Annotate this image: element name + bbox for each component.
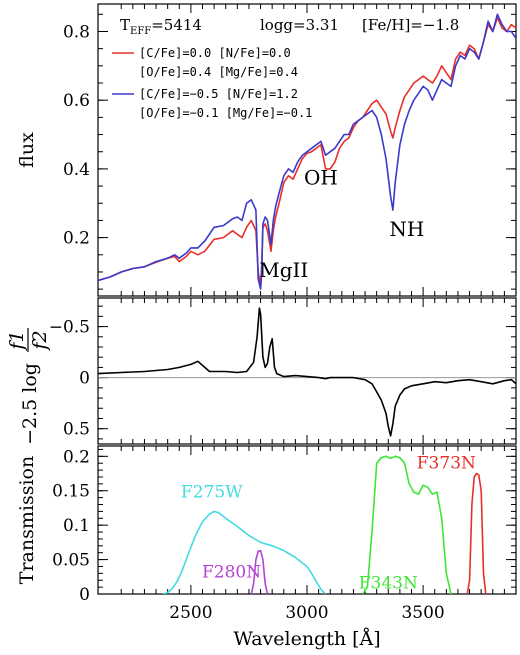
filter-labels: F275W F280N F343N F373N bbox=[181, 454, 476, 594]
filter-curve-f343n bbox=[362, 455, 452, 594]
filter-label-f373n: F373N bbox=[417, 454, 476, 474]
spectrum-panel: 0.2 0.4 0.6 0.8 flux TEFF=5414 logg=3.31 [F… bbox=[16, 3, 517, 297]
y-tick-label: 0.5 bbox=[63, 420, 90, 440]
x-tick-label: 3000 bbox=[285, 603, 328, 623]
svg-text:f1: f1 bbox=[6, 330, 28, 351]
y-tick-label: 0.6 bbox=[63, 91, 90, 111]
filter-curve-f373n bbox=[466, 472, 487, 594]
filter-label-f275w: F275W bbox=[181, 483, 243, 503]
spectrum-ticks: 0.2 0.4 0.6 0.8 bbox=[63, 4, 516, 296]
transmission-panel: 0 0.05 0.1 0.15 0.2 2500 3000 3500 F275W F280N F3… bbox=[16, 445, 517, 650]
x-tick-label: 3500 bbox=[401, 603, 444, 623]
header-teff: TEFF=5414 bbox=[120, 16, 202, 37]
x-tick-label: 2500 bbox=[169, 603, 212, 623]
legend-line1: [C/Fe]=−0.5 [N/Fe]=1.2 bbox=[139, 87, 298, 101]
transmission-lines bbox=[162, 455, 487, 594]
y-tick-label: 0.2 bbox=[63, 447, 90, 467]
ratio-ylabel: −2.5 log f1 f2 bbox=[6, 328, 51, 445]
y-tick-label: 0 bbox=[79, 369, 90, 389]
transmission-ticks: 0 0.05 0.1 0.15 0.2 2500 3000 3500 bbox=[52, 446, 516, 623]
transmission-ylabel: Transmission bbox=[16, 456, 38, 584]
y-tick-label: 0.2 bbox=[63, 229, 90, 249]
ratio-panel: −0.5 0 0.5 −2.5 log f1 f2 bbox=[6, 297, 517, 445]
annotation-oh: OH bbox=[304, 165, 338, 189]
y-tick-label: 0 bbox=[79, 585, 90, 605]
y-tick-label: 0.05 bbox=[52, 551, 90, 571]
ratio-ticks: −0.5 0 0.5 bbox=[49, 298, 516, 444]
feature-annotations: OH NH MgII bbox=[259, 165, 424, 282]
legend-line2: [O/Fe]=0.4 [Mg/Fe]=0.4 bbox=[139, 65, 298, 79]
legend-line1: [C/Fe]=0.0 [N/Fe]=0.0 bbox=[139, 46, 291, 60]
filter-label-f280n: F280N bbox=[202, 562, 261, 582]
legend-line2: [O/Fe]=−0.1 [Mg/Fe]=−0.1 bbox=[139, 106, 312, 120]
filter-label-f343n: F343N bbox=[359, 573, 418, 593]
ratio-series bbox=[98, 307, 516, 437]
spectrum-ylabel: flux bbox=[16, 132, 38, 168]
ratio-lines bbox=[98, 307, 516, 437]
svg-text:−2.5 log: −2.5 log bbox=[19, 363, 41, 445]
y-tick-label: 0.15 bbox=[52, 482, 90, 502]
spectrum-lines bbox=[98, 13, 516, 290]
y-tick-label: 0.8 bbox=[63, 22, 90, 42]
header-logg: logg=3.31 bbox=[260, 16, 339, 34]
spectrum-series-1 bbox=[98, 16, 516, 287]
y-tick-label: −0.5 bbox=[49, 318, 90, 338]
y-tick-label: 0.1 bbox=[63, 516, 90, 536]
filter-curve-f280n bbox=[250, 549, 269, 594]
header-feh: [Fe/H]=−1.8 bbox=[362, 16, 459, 34]
svg-text:f2: f2 bbox=[29, 330, 51, 351]
legend: [C/Fe]=0.0 [N/Fe]=0.0 [O/Fe]=0.4 [Mg/Fe]=… bbox=[112, 46, 312, 120]
filter-curve-f275w bbox=[162, 510, 327, 594]
ratio-frame bbox=[97, 297, 517, 445]
annotation-mgii: MgII bbox=[259, 258, 308, 282]
y-tick-label: 0.4 bbox=[63, 160, 90, 180]
spectrum-series-2 bbox=[98, 13, 516, 290]
annotation-nh: NH bbox=[389, 217, 424, 241]
x-axis-label: Wavelength [Å] bbox=[233, 628, 380, 650]
